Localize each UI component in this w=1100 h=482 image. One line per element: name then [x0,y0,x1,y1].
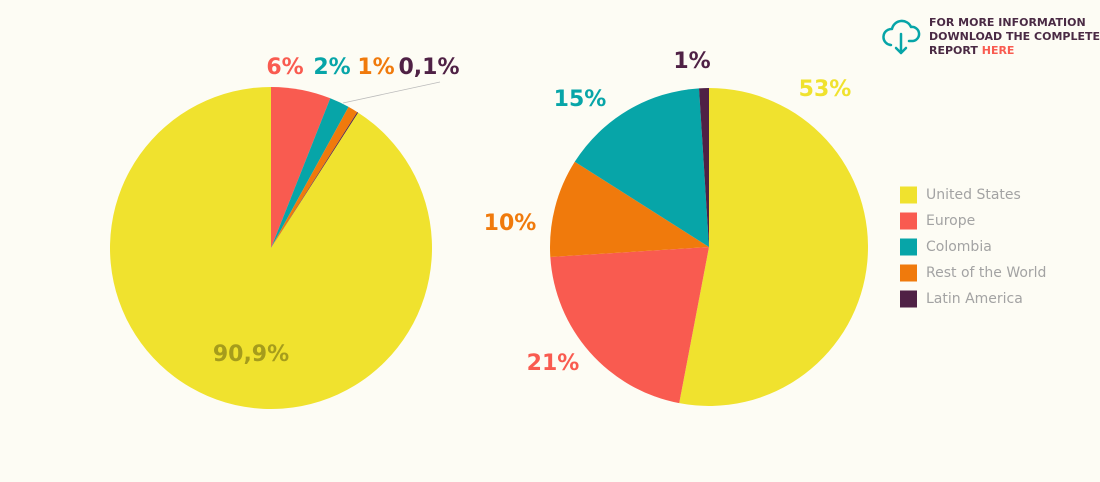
pie-slice [550,247,709,404]
pie-slice [271,98,349,248]
value-label: 2% [313,55,350,80]
value-label: 1% [357,55,394,80]
info-icon[interactable] [882,19,921,55]
legend-swatch [900,186,917,204]
legend-label: Europe [926,213,975,229]
legend-label: Rest of the World [926,265,1046,281]
legend-swatch [900,264,917,282]
arrow [894,32,908,55]
cloud [882,19,921,47]
legend-label: Latin America [926,291,1023,307]
value-label: 10% [484,211,537,236]
value-label: 53% [799,77,852,102]
info-line: REPORT HERE [929,44,1014,57]
info-link[interactable]: HERE [982,44,1015,57]
info-text: REPORT [929,44,978,57]
pie-slice [271,106,358,248]
legend-swatch [900,290,917,308]
value-label: 15% [554,87,607,112]
legend-label: Colombia [926,239,992,255]
info-line: FOR MORE INFORMATION [929,16,1086,29]
legend-swatch [900,212,917,230]
pie-slice [271,112,359,248]
value-label: 1% [673,49,710,74]
value-label: 21% [527,351,580,376]
pie-slice [699,88,709,247]
value-label: 6% [266,55,303,80]
pie-slice [574,88,709,247]
leader-line [342,81,441,104]
info-line: DOWNLOAD THE COMPLETE [929,30,1100,43]
pie-slice [679,88,869,407]
legend-label: United States [926,187,1021,203]
value-label: 90,9% [213,342,289,367]
pie-slice [271,87,331,248]
legend-swatch [900,238,917,256]
value-label: 0,1% [398,55,459,80]
pie-slice [549,161,709,257]
